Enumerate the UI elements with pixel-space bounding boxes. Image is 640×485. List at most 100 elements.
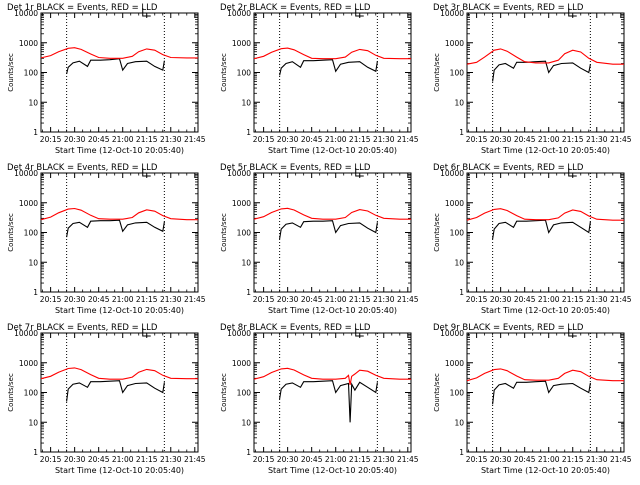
y-tick-label: 100 bbox=[237, 69, 252, 78]
time-bracket-icon bbox=[568, 168, 577, 177]
chart-panel-4: Det 4r BLACK = Events, RED = LLD 1 10 100 10… bbox=[7, 163, 206, 315]
y-tick-label: 10000 bbox=[227, 169, 251, 178]
x-tick-label: 20:15 bbox=[466, 455, 488, 464]
plot-frame bbox=[253, 332, 412, 453]
x-tick-label: 20:30 bbox=[277, 135, 299, 144]
chart-panel-3: Det 3r BLACK = Events, RED = LLD 1 10 100 10… bbox=[433, 3, 632, 155]
x-tick-label: 21:45 bbox=[610, 135, 632, 144]
x-axis-label: Start Time (12-Oct-10 20:05:40) bbox=[55, 306, 184, 315]
y-axis-label: Counts/sec bbox=[433, 373, 441, 412]
events-series-line bbox=[279, 380, 378, 423]
y-tick-label: 10 bbox=[454, 258, 464, 267]
time-bracket-icon bbox=[355, 328, 364, 337]
y-tick-label: 100 bbox=[24, 69, 39, 78]
events-series-line bbox=[492, 60, 591, 82]
events-series-line bbox=[66, 58, 165, 75]
x-tick-label: 21:30 bbox=[373, 455, 395, 464]
time-bracket-icon bbox=[355, 168, 364, 177]
x-tick-label: 21:45 bbox=[610, 455, 632, 464]
y-tick-label: 10000 bbox=[227, 9, 251, 18]
x-tick-label: 20:15 bbox=[466, 295, 488, 304]
y-tick-label: 1000 bbox=[445, 39, 464, 48]
y-tick-label: 1000 bbox=[19, 199, 38, 208]
chart-panel-8: Det 8r BLACK = Events, RED = LLD 1 10 100 10… bbox=[220, 323, 419, 475]
plot-frame bbox=[40, 172, 199, 293]
time-bracket-icon bbox=[355, 8, 364, 17]
events-series-line bbox=[492, 219, 591, 240]
x-axis-label: Start Time (12-Oct-10 20:05:40) bbox=[268, 306, 397, 315]
x-tick-label: 20:45 bbox=[301, 135, 323, 144]
x-tick-label: 20:45 bbox=[88, 295, 110, 304]
x-tick-label: 21:15 bbox=[136, 295, 158, 304]
y-tick-label: 1 bbox=[459, 448, 464, 457]
chart-panel-7: Det 7r BLACK = Events, RED = LLD 1 10 100 10… bbox=[7, 323, 206, 475]
chart-panel-5: Det 5r BLACK = Events, RED = LLD 1 10 100 10… bbox=[220, 163, 419, 315]
panel-title: Det 6r BLACK = Events, RED = LLD bbox=[433, 163, 584, 173]
x-axis-label: Start Time (12-Oct-10 20:05:40) bbox=[55, 146, 184, 155]
x-tick-label: 20:45 bbox=[301, 455, 323, 464]
x-tick-label: 21:30 bbox=[586, 295, 608, 304]
plot-frame bbox=[253, 12, 412, 133]
x-axis-label: Start Time (12-Oct-10 20:05:40) bbox=[268, 466, 397, 475]
time-bracket-icon bbox=[142, 328, 151, 337]
x-tick-label: 20:45 bbox=[514, 455, 536, 464]
x-tick-label: 21:45 bbox=[184, 455, 206, 464]
y-tick-label: 1 bbox=[246, 128, 251, 137]
y-tick-label: 10 bbox=[28, 258, 38, 267]
plot-frame bbox=[466, 12, 625, 133]
plot-frame bbox=[40, 332, 199, 453]
x-tick-label: 21:45 bbox=[397, 135, 419, 144]
x-tick-label: 21:00 bbox=[538, 295, 560, 304]
x-tick-label: 20:15 bbox=[40, 295, 62, 304]
y-tick-label: 10000 bbox=[440, 9, 464, 18]
y-tick-label: 100 bbox=[237, 389, 252, 398]
x-tick-label: 21:00 bbox=[112, 295, 134, 304]
y-tick-label: 10 bbox=[241, 258, 251, 267]
y-tick-label: 100 bbox=[24, 389, 39, 398]
y-tick-label: 100 bbox=[450, 69, 465, 78]
lld-series-line bbox=[466, 208, 624, 221]
chart-panel-6: Det 6r BLACK = Events, RED = LLD 1 10 100 10… bbox=[433, 163, 632, 315]
x-tick-label: 20:30 bbox=[277, 295, 299, 304]
x-tick-label: 21:15 bbox=[349, 455, 371, 464]
x-tick-label: 20:30 bbox=[64, 135, 86, 144]
x-tick-label: 21:30 bbox=[160, 135, 182, 144]
x-tick-label: 21:45 bbox=[397, 455, 419, 464]
y-tick-label: 1 bbox=[246, 288, 251, 297]
x-tick-label: 20:30 bbox=[490, 135, 512, 144]
lld-series-line bbox=[40, 207, 198, 221]
x-tick-label: 20:15 bbox=[40, 135, 62, 144]
x-tick-label: 20:30 bbox=[490, 295, 512, 304]
time-bracket-icon bbox=[568, 328, 577, 337]
y-tick-label: 1000 bbox=[19, 39, 38, 48]
x-tick-label: 21:30 bbox=[586, 455, 608, 464]
lld-series-line bbox=[466, 48, 624, 65]
lld-series-line bbox=[253, 207, 411, 220]
x-tick-label: 20:15 bbox=[466, 135, 488, 144]
y-axis-label: Counts/sec bbox=[7, 373, 15, 412]
y-tick-label: 1 bbox=[459, 128, 464, 137]
events-series-line bbox=[66, 219, 165, 238]
panel-title: Det 8r BLACK = Events, RED = LLD bbox=[220, 323, 371, 333]
x-tick-label: 20:45 bbox=[301, 295, 323, 304]
y-tick-label: 100 bbox=[24, 229, 39, 238]
y-tick-label: 10 bbox=[454, 98, 464, 107]
y-tick-label: 1000 bbox=[445, 199, 464, 208]
x-tick-label: 21:30 bbox=[160, 455, 182, 464]
x-tick-label: 20:45 bbox=[514, 135, 536, 144]
x-tick-label: 21:00 bbox=[538, 455, 560, 464]
y-tick-label: 10 bbox=[28, 418, 38, 427]
panel-title: Det 3r BLACK = Events, RED = LLD bbox=[433, 3, 584, 13]
y-tick-label: 1000 bbox=[445, 359, 464, 368]
plot-frame bbox=[466, 332, 625, 453]
x-tick-label: 21:45 bbox=[184, 295, 206, 304]
x-tick-label: 21:45 bbox=[184, 135, 206, 144]
panel-title: Det 7r BLACK = Events, RED = LLD bbox=[7, 323, 158, 333]
lld-series-line bbox=[253, 47, 411, 60]
chart-panel-1: Det 1r BLACK = Events, RED = LLD 1 10 100 10… bbox=[7, 3, 206, 155]
y-tick-label: 1000 bbox=[232, 39, 251, 48]
y-axis-label: Counts/sec bbox=[433, 53, 441, 92]
x-tick-label: 21:30 bbox=[160, 295, 182, 304]
